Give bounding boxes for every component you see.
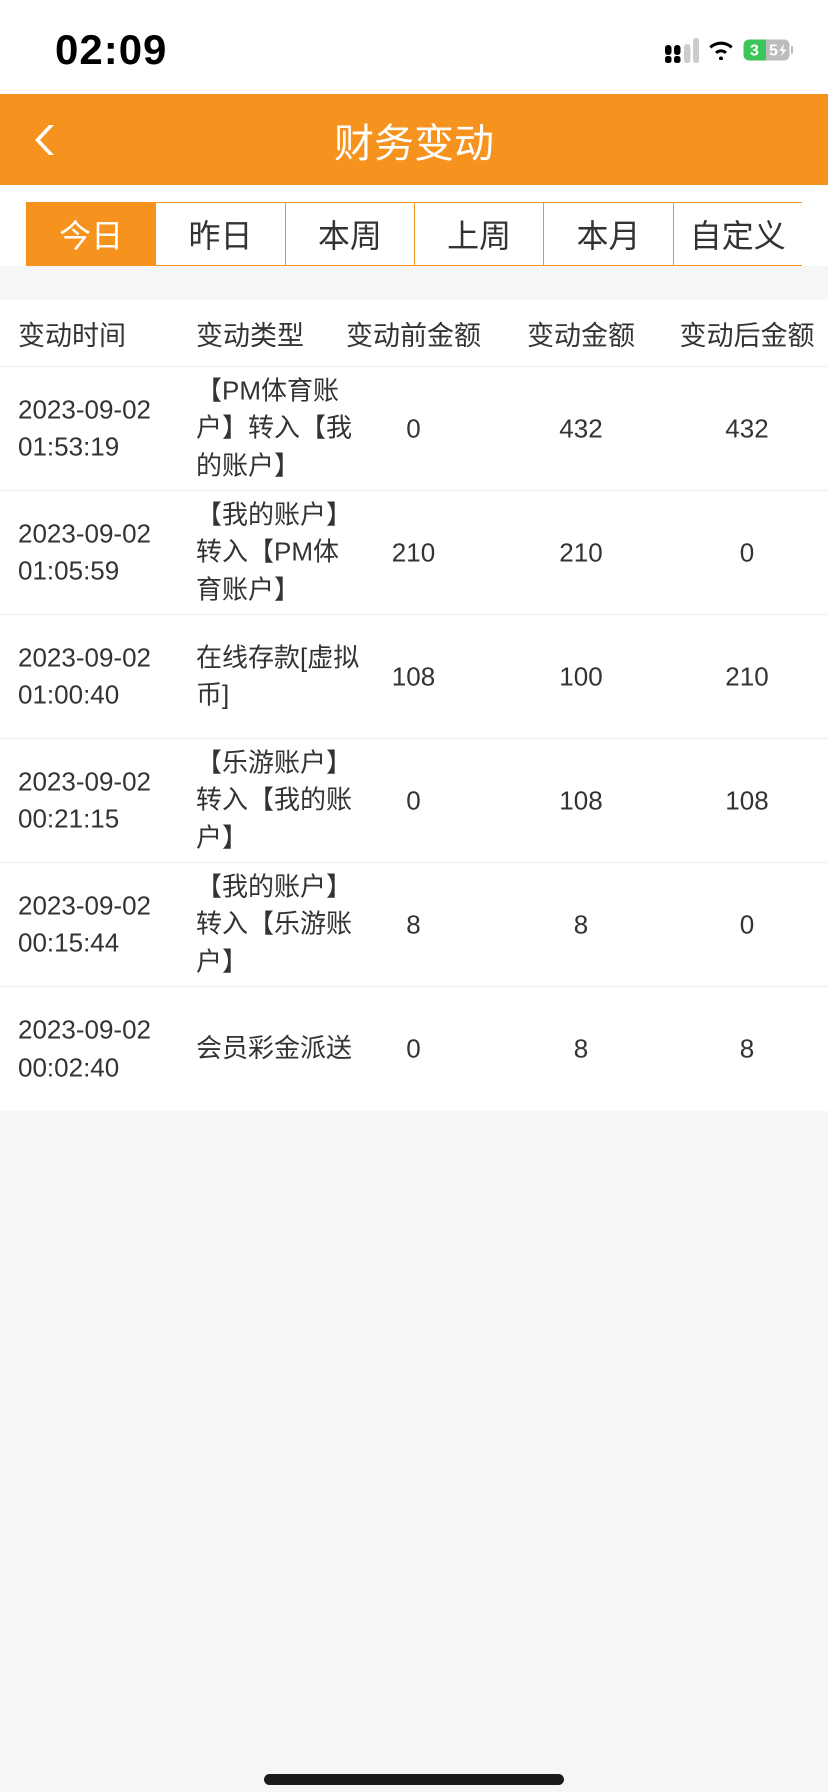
svg-text:3: 3 — [750, 43, 759, 60]
svg-text:5: 5 — [769, 43, 778, 60]
